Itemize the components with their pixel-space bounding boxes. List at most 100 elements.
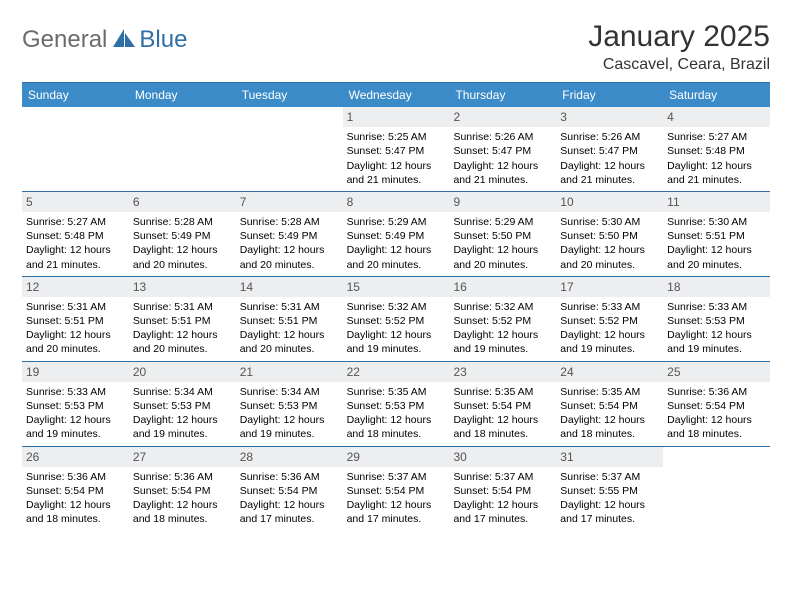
day-cell: 21 Sunrise: 5:34 AMSunset: 5:53 PMDayligh… <box>236 362 343 446</box>
day-content: Sunrise: 5:36 AMSunset: 5:54 PMDaylight:… <box>22 470 129 531</box>
empty-day-cell <box>129 107 236 191</box>
day-content: Sunrise: 5:32 AMSunset: 5:52 PMDaylight:… <box>343 300 450 361</box>
day-number: 12 <box>22 277 129 297</box>
day-number: 4 <box>663 107 770 127</box>
day-number: 20 <box>129 362 236 382</box>
day-cell: 26 Sunrise: 5:36 AMSunset: 5:54 PMDayligh… <box>22 447 129 531</box>
day-content: Sunrise: 5:26 AMSunset: 5:47 PMDaylight:… <box>556 130 663 191</box>
header: General Blue January 2025 Cascavel, Cear… <box>22 20 770 74</box>
empty-day-cell <box>22 107 129 191</box>
day-number: 2 <box>449 107 556 127</box>
day-number: 26 <box>22 447 129 467</box>
day-number: 15 <box>343 277 450 297</box>
day-content: Sunrise: 5:33 AMSunset: 5:53 PMDaylight:… <box>22 385 129 446</box>
week-row: 5Sunrise: 5:27 AMSunset: 5:48 PMDaylight… <box>22 192 770 277</box>
day-content: Sunrise: 5:35 AMSunset: 5:54 PMDaylight:… <box>556 385 663 446</box>
day-number: 13 <box>129 277 236 297</box>
day-cell: 20 Sunrise: 5:34 AMSunset: 5:53 PMDayligh… <box>129 362 236 446</box>
day-cell: 24 Sunrise: 5:35 AMSunset: 5:54 PMDayligh… <box>556 362 663 446</box>
day-number: 1 <box>343 107 450 127</box>
day-number: 31 <box>556 447 663 467</box>
day-cell: 31 Sunrise: 5:37 AMSunset: 5:55 PMDayligh… <box>556 447 663 531</box>
weekday-header: Saturday <box>663 83 770 107</box>
day-cell: 12Sunrise: 5:31 AMSunset: 5:51 PMDayligh… <box>22 277 129 361</box>
day-content: Sunrise: 5:37 AMSunset: 5:54 PMDaylight:… <box>343 470 450 531</box>
logo-sail-icon <box>111 27 137 54</box>
day-number: 11 <box>663 192 770 212</box>
week-row: 26Sunrise: 5:36 AMSunset: 5:54 PMDayligh… <box>22 447 770 531</box>
day-cell: 3Sunrise: 5:26 AMSunset: 5:47 PMDaylight… <box>556 107 663 191</box>
day-content: Sunrise: 5:29 AMSunset: 5:49 PMDaylight:… <box>343 215 450 276</box>
month-title: January 2025 <box>588 20 770 54</box>
day-cell: 22 Sunrise: 5:35 AMSunset: 5:53 PMDayligh… <box>343 362 450 446</box>
day-cell: 25Sunrise: 5:36 AMSunset: 5:54 PMDayligh… <box>663 362 770 446</box>
day-content: Sunrise: 5:31 AMSunset: 5:51 PMDaylight:… <box>129 300 236 361</box>
location-subtitle: Cascavel, Ceara, Brazil <box>588 56 770 74</box>
weekday-header: Monday <box>129 83 236 107</box>
day-number: 5 <box>22 192 129 212</box>
day-content: Sunrise: 5:36 AMSunset: 5:54 PMDaylight:… <box>236 470 343 531</box>
day-cell: 19 Sunrise: 5:33 AMSunset: 5:53 PMDayligh… <box>22 362 129 446</box>
week-row: 12Sunrise: 5:31 AMSunset: 5:51 PMDayligh… <box>22 277 770 362</box>
weeks-container: 1Sunrise: 5:25 AMSunset: 5:47 PMDaylight… <box>22 107 770 530</box>
empty-day-cell <box>236 107 343 191</box>
day-content: Sunrise: 5:32 AMSunset: 5:52 PMDaylight:… <box>449 300 556 361</box>
day-content: Sunrise: 5:36 AMSunset: 5:54 PMDaylight:… <box>129 470 236 531</box>
day-cell: 23 Sunrise: 5:35 AMSunset: 5:54 PMDayligh… <box>449 362 556 446</box>
title-block: January 2025 Cascavel, Ceara, Brazil <box>588 20 770 74</box>
day-number: 7 <box>236 192 343 212</box>
day-number: 16 <box>449 277 556 297</box>
day-cell: 28 Sunrise: 5:36 AMSunset: 5:54 PMDayligh… <box>236 447 343 531</box>
day-content: Sunrise: 5:35 AMSunset: 5:53 PMDaylight:… <box>343 385 450 446</box>
day-cell: 9 Sunrise: 5:29 AMSunset: 5:50 PMDaylight… <box>449 192 556 276</box>
day-content: Sunrise: 5:35 AMSunset: 5:54 PMDaylight:… <box>449 385 556 446</box>
day-number: 28 <box>236 447 343 467</box>
day-cell: 14Sunrise: 5:31 AMSunset: 5:51 PMDayligh… <box>236 277 343 361</box>
day-number: 8 <box>343 192 450 212</box>
day-cell: 10Sunrise: 5:30 AMSunset: 5:50 PMDayligh… <box>556 192 663 276</box>
calendar-grid: SundayMondayTuesdayWednesdayThursdayFrid… <box>22 82 770 530</box>
day-cell: 8 Sunrise: 5:29 AMSunset: 5:49 PMDaylight… <box>343 192 450 276</box>
day-cell: 4 Sunrise: 5:27 AMSunset: 5:48 PMDaylight… <box>663 107 770 191</box>
weekday-header: Tuesday <box>236 83 343 107</box>
day-number: 25 <box>663 362 770 382</box>
day-cell: 27Sunrise: 5:36 AMSunset: 5:54 PMDayligh… <box>129 447 236 531</box>
day-cell: 17Sunrise: 5:33 AMSunset: 5:52 PMDayligh… <box>556 277 663 361</box>
logo: General Blue <box>22 26 187 54</box>
day-content: Sunrise: 5:30 AMSunset: 5:51 PMDaylight:… <box>663 215 770 276</box>
day-content: Sunrise: 5:34 AMSunset: 5:53 PMDaylight:… <box>236 385 343 446</box>
day-number: 24 <box>556 362 663 382</box>
day-number: 23 <box>449 362 556 382</box>
day-number: 14 <box>236 277 343 297</box>
weekday-header: Wednesday <box>343 83 450 107</box>
weekday-header: Thursday <box>449 83 556 107</box>
day-number: 21 <box>236 362 343 382</box>
weekday-header-row: SundayMondayTuesdayWednesdayThursdayFrid… <box>22 83 770 107</box>
day-cell: 15 Sunrise: 5:32 AMSunset: 5:52 PMDayligh… <box>343 277 450 361</box>
logo-text-general: General <box>22 26 107 54</box>
day-number: 18 <box>663 277 770 297</box>
day-content: Sunrise: 5:30 AMSunset: 5:50 PMDaylight:… <box>556 215 663 276</box>
day-content: Sunrise: 5:27 AMSunset: 5:48 PMDaylight:… <box>663 130 770 191</box>
day-content: Sunrise: 5:37 AMSunset: 5:55 PMDaylight:… <box>556 470 663 531</box>
day-content: Sunrise: 5:33 AMSunset: 5:52 PMDaylight:… <box>556 300 663 361</box>
day-number: 9 <box>449 192 556 212</box>
day-cell: 18 Sunrise: 5:33 AMSunset: 5:53 PMDayligh… <box>663 277 770 361</box>
logo-text-blue: Blue <box>139 26 187 54</box>
day-number: 19 <box>22 362 129 382</box>
day-cell: 11 Sunrise: 5:30 AMSunset: 5:51 PMDayligh… <box>663 192 770 276</box>
day-cell: 30Sunrise: 5:37 AMSunset: 5:54 PMDayligh… <box>449 447 556 531</box>
day-content: Sunrise: 5:34 AMSunset: 5:53 PMDaylight:… <box>129 385 236 446</box>
day-number: 29 <box>343 447 450 467</box>
day-content: Sunrise: 5:33 AMSunset: 5:53 PMDaylight:… <box>663 300 770 361</box>
day-cell: 7Sunrise: 5:28 AMSunset: 5:49 PMDaylight… <box>236 192 343 276</box>
day-content: Sunrise: 5:29 AMSunset: 5:50 PMDaylight:… <box>449 215 556 276</box>
week-row: 1Sunrise: 5:25 AMSunset: 5:47 PMDaylight… <box>22 107 770 192</box>
day-number: 22 <box>343 362 450 382</box>
day-cell: 1Sunrise: 5:25 AMSunset: 5:47 PMDaylight… <box>343 107 450 191</box>
day-cell: 13 Sunrise: 5:31 AMSunset: 5:51 PMDayligh… <box>129 277 236 361</box>
day-cell: 5Sunrise: 5:27 AMSunset: 5:48 PMDaylight… <box>22 192 129 276</box>
day-cell: 6Sunrise: 5:28 AMSunset: 5:49 PMDaylight… <box>129 192 236 276</box>
week-row: 19 Sunrise: 5:33 AMSunset: 5:53 PMDayligh… <box>22 362 770 447</box>
day-content: Sunrise: 5:28 AMSunset: 5:49 PMDaylight:… <box>129 215 236 276</box>
